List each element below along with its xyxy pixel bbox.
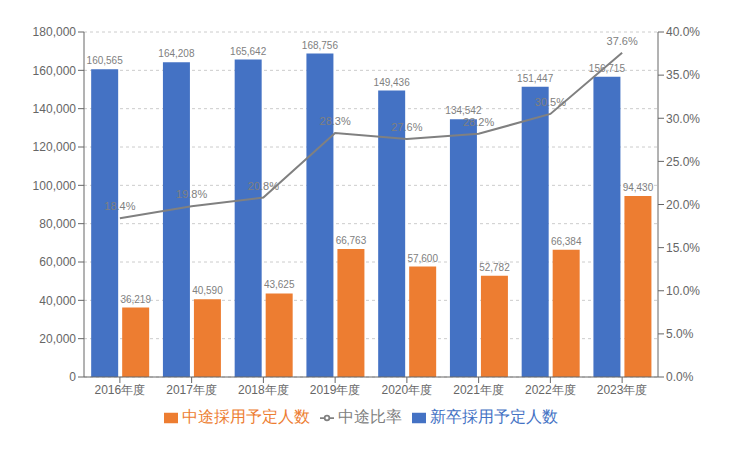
svg-text:151,447: 151,447 [517, 73, 554, 84]
svg-text:120,000: 120,000 [33, 140, 77, 154]
svg-text:28.2%: 28.2% [463, 116, 494, 128]
svg-text:20,000: 20,000 [39, 332, 76, 346]
svg-text:27.6%: 27.6% [391, 121, 422, 133]
svg-text:2019年度: 2019年度 [310, 383, 361, 397]
html-text:中途採用予定人数: 中途採用予定人数 [182, 408, 310, 425]
svg-text:2020年度: 2020年度 [382, 383, 433, 397]
svg-text:40.0%: 40.0% [666, 25, 700, 39]
html-text:中途比率: 中途比率 [338, 408, 402, 425]
svg-text:94,430: 94,430 [623, 182, 654, 193]
svg-text:160,565: 160,565 [87, 55, 124, 66]
svg-text:5.0%: 5.0% [666, 327, 694, 341]
svg-text:15.0%: 15.0% [666, 241, 700, 255]
svg-text:140,000: 140,000 [33, 102, 77, 116]
svg-text:30.5%: 30.5% [535, 96, 566, 108]
svg-text:10.0%: 10.0% [666, 284, 700, 298]
svg-text:66,384: 66,384 [551, 236, 582, 247]
svg-text:40,590: 40,590 [192, 285, 223, 296]
svg-text:0.0%: 0.0% [666, 370, 694, 384]
svg-text:20.8%: 20.8% [248, 180, 279, 192]
svg-text:57,600: 57,600 [407, 253, 438, 264]
svg-text:2018年度: 2018年度 [238, 383, 289, 397]
svg-text:180,000: 180,000 [33, 25, 77, 39]
svg-text:20.0%: 20.0% [666, 198, 700, 212]
svg-text:165,642: 165,642 [230, 46, 267, 57]
svg-text:2017年度: 2017年度 [166, 383, 217, 397]
svg-text:2022年度: 2022年度 [525, 383, 576, 397]
svg-text:35.0%: 35.0% [666, 68, 700, 82]
svg-text:2021年度: 2021年度 [453, 383, 504, 397]
svg-text:25.0%: 25.0% [666, 155, 700, 169]
svg-text:149,436: 149,436 [374, 77, 411, 88]
svg-text:18.4%: 18.4% [104, 200, 135, 212]
svg-text:52,782: 52,782 [479, 262, 510, 273]
svg-text:100,000: 100,000 [33, 179, 77, 193]
svg-text:134,542: 134,542 [445, 105, 482, 116]
svg-text:43,625: 43,625 [264, 279, 295, 290]
svg-text:156,715: 156,715 [589, 63, 626, 74]
svg-text:28.3%: 28.3% [320, 115, 351, 127]
svg-text:2016年度: 2016年度 [95, 383, 146, 397]
svg-text:36,219: 36,219 [120, 294, 151, 305]
svg-text:60,000: 60,000 [39, 255, 76, 269]
svg-text:0: 0 [69, 370, 76, 384]
svg-text:168,756: 168,756 [302, 40, 339, 51]
svg-text:80,000: 80,000 [39, 217, 76, 231]
html-text:新卒採用予定人数: 新卒採用予定人数 [430, 408, 558, 425]
svg-text:30.0%: 30.0% [666, 112, 700, 126]
svg-text:40,000: 40,000 [39, 294, 76, 308]
svg-text:160,000: 160,000 [33, 64, 77, 78]
svg-text:37.6%: 37.6% [607, 35, 638, 47]
svg-text:19.8%: 19.8% [176, 188, 207, 200]
svg-text:2023年度: 2023年度 [597, 383, 648, 397]
svg-text:66,763: 66,763 [336, 235, 367, 246]
svg-text:164,208: 164,208 [158, 48, 195, 59]
